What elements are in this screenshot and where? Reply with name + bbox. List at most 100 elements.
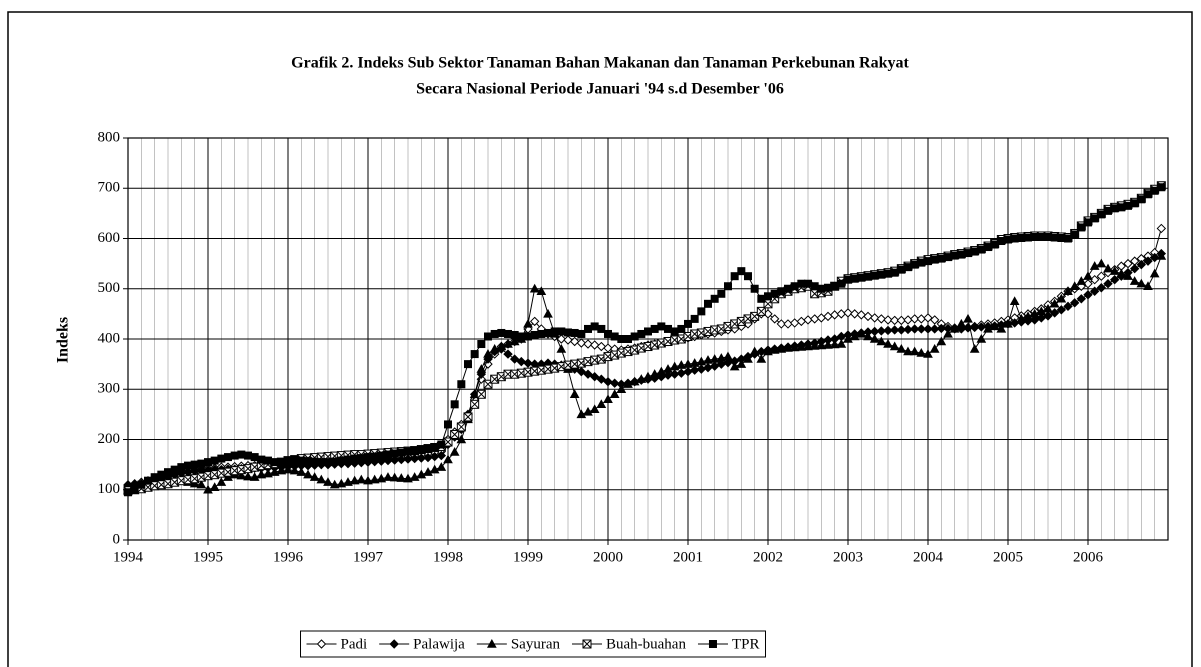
marker [764, 292, 772, 301]
marker [489, 344, 500, 353]
marker [310, 457, 319, 466]
marker [724, 282, 732, 291]
marker [589, 404, 600, 414]
marker [436, 462, 447, 471]
marker [617, 335, 626, 343]
marker [1004, 235, 1012, 244]
marker [730, 272, 739, 281]
marker [583, 369, 593, 379]
marker [449, 447, 460, 456]
x-tick-label: 1996 [273, 549, 304, 565]
marker [889, 325, 900, 335]
marker [676, 368, 687, 378]
marker [583, 339, 593, 349]
marker [924, 257, 932, 266]
marker [850, 274, 859, 283]
chart-border [7, 11, 1193, 667]
marker [1129, 263, 1140, 274]
marker [803, 341, 813, 351]
marker [289, 465, 300, 475]
marker [616, 384, 627, 393]
marker [896, 315, 907, 326]
marker [483, 359, 493, 369]
marker [1149, 268, 1160, 278]
marker [929, 344, 940, 353]
y-axis-label: Indeks [55, 317, 72, 363]
marker [676, 360, 687, 369]
marker [189, 478, 200, 488]
marker [829, 339, 840, 349]
marker [457, 380, 466, 389]
marker [604, 329, 612, 338]
marker [1136, 278, 1147, 288]
y-tick-label: 100 [98, 481, 121, 497]
marker [964, 249, 972, 258]
marker [609, 378, 620, 388]
marker [509, 354, 520, 364]
marker [1109, 266, 1120, 275]
marker [756, 354, 767, 363]
marker [944, 253, 952, 262]
marker [650, 324, 659, 333]
marker [603, 377, 613, 387]
marker [203, 484, 213, 494]
series-line [127, 185, 1162, 492]
marker [883, 325, 893, 336]
marker [997, 237, 1006, 246]
marker-cross [470, 399, 480, 409]
marker [737, 267, 746, 276]
marker [830, 282, 839, 291]
marker [989, 321, 1000, 331]
marker [856, 328, 867, 338]
y-tick-label: 300 [98, 381, 121, 397]
marker [330, 457, 339, 466]
marker [196, 479, 207, 489]
marker [1056, 305, 1067, 315]
marker [610, 332, 619, 341]
marker [324, 458, 332, 467]
legend-label: Padi [341, 636, 368, 652]
marker [550, 327, 559, 336]
marker [996, 323, 1007, 333]
legend-item: Sayuran [476, 636, 560, 652]
marker [809, 341, 820, 350]
legend: Padi Palawija Sayuran Buah-buahan TPR [300, 630, 766, 658]
marker [969, 322, 980, 333]
marker [1109, 274, 1120, 285]
marker [243, 471, 253, 481]
marker [897, 265, 906, 274]
marker [976, 322, 987, 332]
marker [1116, 268, 1127, 278]
marker [644, 327, 652, 336]
marker [170, 465, 179, 474]
marker-cross [582, 639, 592, 649]
series-line [127, 228, 1162, 486]
marker [369, 474, 380, 484]
marker [1123, 271, 1133, 280]
marker [937, 254, 946, 263]
marker [1023, 311, 1033, 321]
legend-item: Padi [306, 636, 368, 652]
marker [384, 450, 392, 459]
marker [910, 260, 919, 269]
marker [663, 364, 673, 373]
marker [803, 315, 813, 325]
legend-item: Buah-buahan [571, 636, 686, 652]
marker [609, 389, 620, 398]
marker [804, 279, 812, 288]
marker [509, 336, 520, 346]
marker [157, 470, 166, 479]
x-tick-label: 1998 [433, 549, 463, 565]
marker [223, 472, 233, 481]
marker [390, 449, 399, 458]
x-tick-label: 2003 [833, 549, 863, 565]
marker [210, 456, 219, 465]
marker [957, 250, 966, 259]
marker [423, 467, 433, 476]
legend-item: TPR [697, 636, 759, 652]
marker [883, 338, 893, 348]
marker [1029, 308, 1040, 318]
marker [1103, 263, 1113, 273]
marker [536, 286, 547, 295]
